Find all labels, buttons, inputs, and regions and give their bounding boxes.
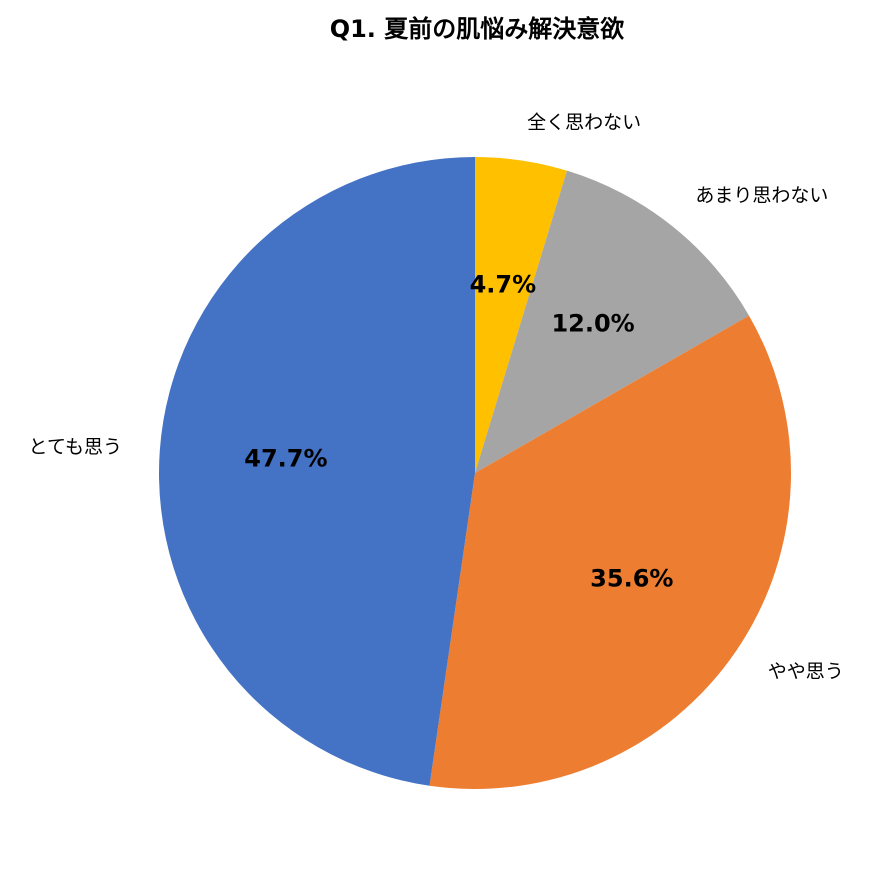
category-label: あまり思わない bbox=[695, 185, 828, 207]
data-label: 4.7% bbox=[470, 270, 537, 298]
chart-title: Q1. 夏前の肌悩み解決意欲 bbox=[330, 15, 625, 43]
data-label: 35.6% bbox=[590, 565, 673, 593]
pie-slice bbox=[159, 157, 475, 786]
data-label: 12.0% bbox=[551, 310, 634, 338]
slices bbox=[159, 157, 791, 789]
data-label: 47.7% bbox=[244, 444, 327, 472]
category-label: とても思う bbox=[29, 436, 122, 458]
pie-slice bbox=[475, 157, 567, 473]
category-label: 全く思わない bbox=[527, 111, 641, 133]
category-label: やや思う bbox=[768, 660, 844, 682]
pie-slice bbox=[475, 170, 749, 473]
pie-slice bbox=[429, 315, 791, 789]
